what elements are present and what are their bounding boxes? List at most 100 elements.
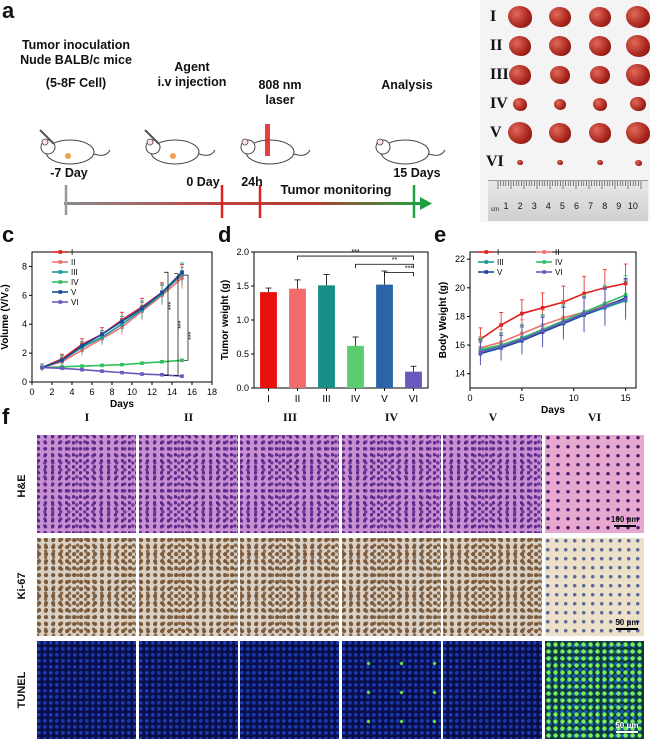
y-tick-label: 18	[455, 311, 465, 321]
row-label-tunel: TUNEL	[16, 671, 28, 709]
tumor-specimen	[549, 36, 571, 56]
legend-marker	[484, 260, 489, 264]
panel-label-d: d	[218, 222, 232, 247]
agent-line1: Agent	[174, 60, 210, 74]
column-label-III: III	[282, 410, 297, 424]
ruler-number: 1	[503, 201, 508, 211]
data-point	[582, 291, 586, 296]
y-tick-label: 6	[22, 290, 27, 300]
day-minus7-label: -7 Day	[50, 166, 88, 180]
tumor-photo: I II III IV V VI cm 1 2 3 4 5 6 7 8 9 10	[480, 0, 650, 222]
legend-label: VI	[555, 268, 563, 277]
histology-tile-ki-III	[240, 538, 339, 636]
timeline-axis	[64, 202, 420, 205]
plot-frame	[31, 251, 213, 383]
y-tick-label: 2	[22, 348, 27, 358]
inoculation-line2: Nude BALB/c mice	[20, 53, 132, 67]
data-point	[499, 344, 503, 349]
histology-tile-ki-I	[37, 538, 136, 636]
y-tick-label: 0.0	[236, 383, 249, 393]
ruler-unit: cm	[491, 207, 499, 213]
tumor-specimen	[513, 98, 527, 111]
data-point	[140, 361, 144, 366]
data-point	[499, 323, 503, 327]
y-tick-label: 2.0	[236, 247, 249, 257]
data-point	[540, 306, 545, 310]
data-point	[120, 370, 124, 375]
column-label-II: II	[183, 410, 194, 424]
histology-tile-he-II	[138, 435, 238, 533]
histology-tile-tu-VI: 50 μm	[544, 641, 644, 739]
panel-label-c: c	[2, 222, 15, 247]
scale-bar: 50 μm	[615, 721, 639, 733]
tumor-specimen	[630, 97, 646, 112]
bar-VI	[405, 371, 422, 388]
day-0-label: 0 Day	[186, 175, 220, 189]
timeline-arrowhead	[420, 197, 432, 210]
series-line-I	[41, 274, 183, 369]
x-tick-label: III	[322, 394, 330, 405]
scale-bar: 50 μm	[615, 618, 639, 630]
histology-tile-he-VI: 100 μm	[544, 435, 644, 533]
histology-tile-tu-V	[443, 641, 542, 739]
column-label-VI: VI	[587, 410, 602, 424]
data-point	[160, 359, 164, 364]
tumor-specimen	[590, 66, 610, 84]
ruler-number: 10	[628, 201, 638, 211]
significance-label: ***	[188, 331, 195, 339]
x-tick-label: I	[267, 394, 270, 405]
tumor-specimen	[508, 6, 532, 28]
significance-label: ***	[178, 320, 185, 328]
legend-label: III	[71, 268, 78, 277]
tumor-specimen	[634, 159, 642, 166]
data-point	[582, 311, 586, 316]
legend-label: III	[497, 258, 504, 267]
y-tick-label: 22	[455, 254, 465, 264]
data-point	[60, 358, 64, 363]
day-24h-label: 24h	[241, 175, 263, 189]
tumor-row-label: VI	[486, 153, 504, 170]
x-tick-label: II	[295, 394, 301, 405]
significance-bracket	[384, 272, 414, 277]
histology-tile-tu-IV	[341, 641, 441, 739]
ruler-ticks: cm 1 2 3 4 5 6 7 8 9 10	[491, 181, 642, 213]
data-point	[120, 322, 124, 327]
legend-label: VI	[71, 298, 79, 307]
data-point	[160, 372, 164, 377]
data-point	[561, 320, 566, 324]
legend-marker	[58, 300, 63, 304]
tumor-specimen	[626, 64, 650, 86]
inoculation-line1: Tumor inoculation	[21, 38, 131, 52]
histology-tile-tu-I	[37, 641, 136, 739]
y-tick-label: 14	[455, 369, 465, 379]
timeline-graphic	[39, 124, 446, 218]
legend-label: IV	[71, 278, 79, 287]
series-line-IV	[480, 294, 626, 351]
histology-tile-ki-IV	[341, 538, 441, 636]
tumor-row-label: II	[490, 37, 503, 54]
laser-line1: 808 nm	[258, 78, 302, 92]
data-point	[120, 319, 124, 324]
tumor-specimen	[593, 98, 607, 111]
ruler-number: 8	[602, 201, 607, 211]
x-tick-label: 0	[29, 387, 34, 397]
agent-line2: i.v injection	[157, 75, 227, 89]
tumor-specimen	[589, 123, 611, 143]
histology-tile-he-I	[37, 435, 136, 533]
laser-label: 808 nm laser	[250, 78, 310, 108]
ruler-number: 3	[532, 201, 537, 211]
legend-marker	[484, 250, 489, 254]
data-point	[140, 372, 144, 376]
tumor-specimen	[508, 122, 532, 144]
legend-marker	[58, 290, 63, 294]
tumor-specimen	[549, 7, 571, 27]
tumor-row-label: V	[490, 124, 502, 141]
y-tick-label: 20	[455, 283, 465, 293]
significance-label: **	[392, 257, 398, 264]
column-label-V: V	[488, 410, 498, 424]
analysis-label: Analysis	[381, 78, 433, 92]
agent-injection-label: Agent i.v injection	[152, 60, 232, 90]
row-label-he: H&E	[16, 474, 28, 498]
y-tick-label: 1.0	[236, 315, 249, 325]
